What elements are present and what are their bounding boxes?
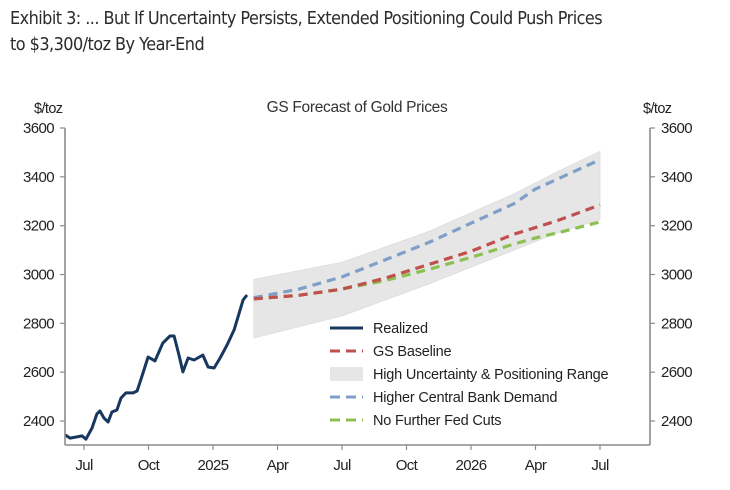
legend-label: GS Baseline	[373, 344, 452, 360]
legend-label: Higher Central Bank Demand	[373, 390, 557, 406]
left-axis-unit-label: $/toz	[34, 101, 63, 117]
x-tick-label: 2026	[456, 457, 487, 474]
legend-item: No Further Fed Cuts	[330, 413, 502, 429]
series-lines-layer	[64, 158, 601, 441]
x-tick-label: Jul	[75, 457, 93, 474]
exhibit-title-line-1: Exhibit 3: ... But If Uncertainty Persis…	[10, 9, 603, 29]
legend-item: Realized	[330, 321, 428, 337]
exhibit-title-line-2: to $3,300/toz By Year-End	[10, 35, 205, 55]
legend-label: No Further Fed Cuts	[373, 413, 501, 429]
legend-swatch-band	[330, 367, 363, 381]
left-y-tick-label: 2600	[23, 364, 54, 381]
legend-label: Realized	[373, 321, 428, 337]
right-y-tick-label: 3200	[661, 218, 692, 235]
left-y-tick-label: 2800	[23, 315, 54, 332]
left-y-tick-label: 3600	[23, 120, 54, 137]
x-tick-label: Oct	[138, 457, 161, 474]
exhibit-title: Exhibit 3: ... But If Uncertainty Persis…	[10, 6, 672, 58]
left-y-tick-label: 3200	[23, 218, 54, 235]
legend-item: Higher Central Bank Demand	[330, 390, 558, 406]
left-y-tick-label: 3400	[23, 169, 54, 186]
chart-title: GS Forecast of Gold Prices	[267, 99, 448, 116]
legend-label: High Uncertainty & Positioning Range	[373, 367, 609, 383]
higher-central-bank-demand-line	[253, 158, 601, 300]
x-tick-label: Oct	[396, 457, 419, 474]
x-tick-label: Jul	[333, 457, 351, 474]
left-y-tick-label: 2400	[23, 413, 54, 430]
x-tick-label: Apr	[525, 457, 547, 474]
legend-item: GS Baseline	[330, 344, 452, 360]
left-y-tick-label: 3000	[23, 267, 54, 284]
right-axis-unit-label: $/toz	[643, 101, 672, 117]
right-y-tick-label: 3000	[661, 267, 692, 284]
right-y-tick-label: 2600	[661, 364, 692, 381]
right-y-tick-label: 2400	[661, 413, 692, 430]
x-tick-label: Jul	[591, 457, 609, 474]
x-tick-label: 2025	[198, 457, 229, 474]
x-tick-label: Apr	[267, 457, 289, 474]
legend-item: High Uncertainty & Positioning Range	[330, 367, 609, 383]
right-y-tick-label: 3400	[661, 169, 692, 186]
right-y-tick-label: 3600	[661, 120, 692, 137]
right-y-tick-label: 2800	[661, 315, 692, 332]
realized-line	[64, 294, 249, 441]
legend: Realized GS Baseline High Uncertainty & Po…	[330, 321, 609, 429]
axes-layer: 2400 2400 2600 2600 2800 2800 3000 3000 3200 3200…	[23, 120, 693, 474]
